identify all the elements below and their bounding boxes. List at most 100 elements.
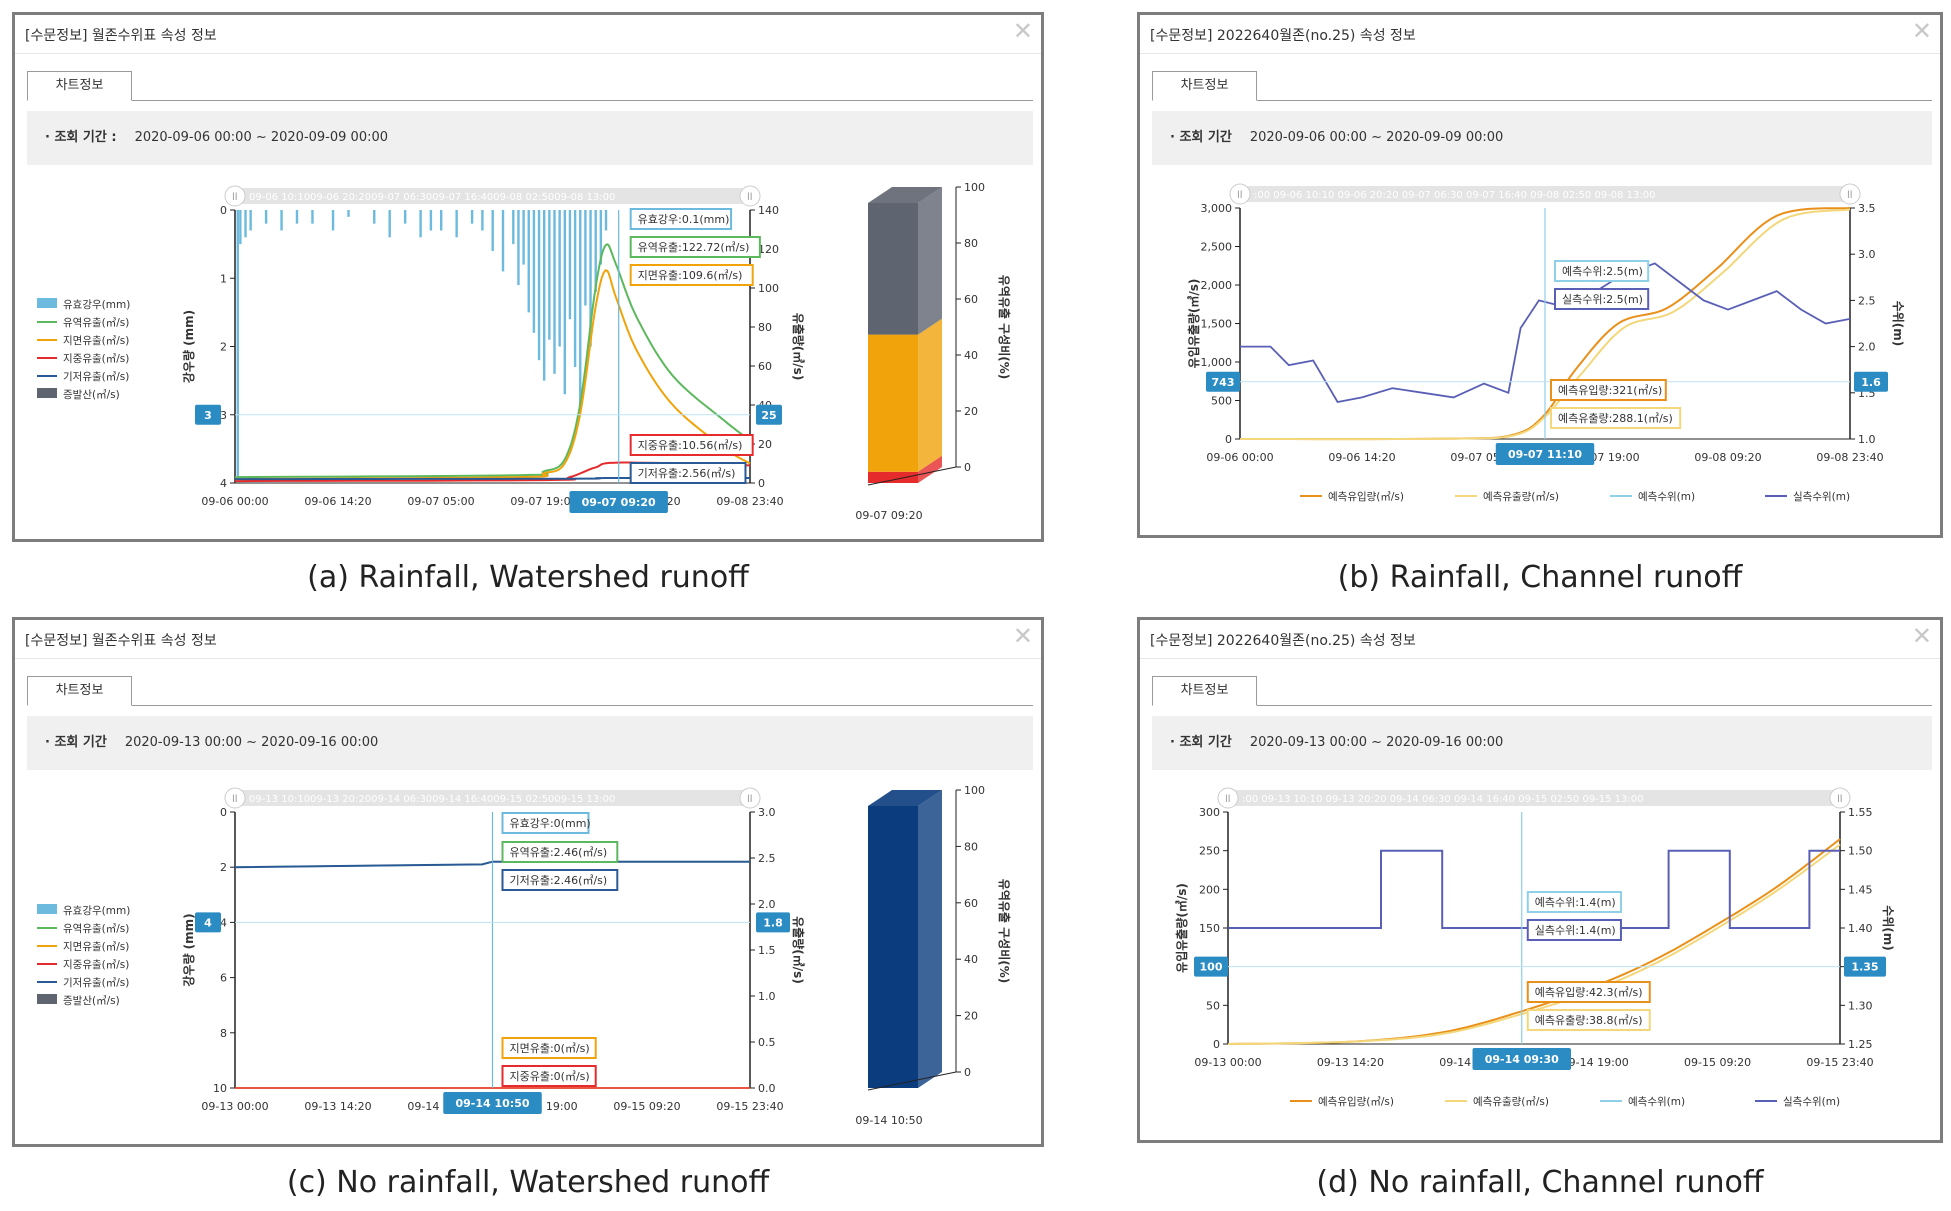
- tab-chart-info[interactable]: 차트정보: [1152, 676, 1257, 706]
- composition-axis-label: 유역유출 구성비(%): [997, 275, 1012, 379]
- tooltip-text: 지면유출:0(㎥/s): [510, 1042, 590, 1055]
- rain-bar: [517, 210, 520, 286]
- rain-bar: [599, 210, 603, 265]
- x-tick-label: 09-14 19:00: [1562, 1056, 1629, 1069]
- rain-bar: [419, 210, 422, 238]
- x-tick-label: 09-08 23:40: [1816, 451, 1883, 464]
- close-icon[interactable]: ✕: [1012, 17, 1033, 45]
- legend-swatch: [37, 994, 57, 1004]
- cursor-time-label: 09-07 09:20: [582, 496, 656, 509]
- y-right-label: 수위(m): [1891, 301, 1905, 347]
- tooltip-text: 지중유출:0(㎥/s): [510, 1070, 590, 1083]
- y-right-tick-label: 2.0: [1858, 341, 1876, 354]
- composition-tick-label: 100: [964, 181, 985, 194]
- cursor-time-label: 09-14 10:50: [455, 1097, 529, 1110]
- tooltip-box: [501, 1037, 597, 1059]
- y-left-tick-label: 4: [220, 477, 227, 490]
- composition-axis-label: 유역유출 구성비(%): [997, 879, 1012, 983]
- rain-bar: [295, 210, 299, 224]
- composition-tick-label: 40: [964, 349, 978, 362]
- rain-bar: [604, 210, 608, 231]
- tab-chart-info[interactable]: 차트정보: [27, 676, 132, 706]
- axis-badge: [1854, 371, 1888, 392]
- axis-badge-label: 25: [761, 409, 776, 422]
- navigator-labels: 09-06 10:1009-06 20:2009-07 06:3009-07 1…: [249, 192, 615, 203]
- y-right-tick-label: 1.55: [1848, 806, 1873, 819]
- y-left-tick-label: 10: [213, 1082, 227, 1095]
- tooltip-box: [1550, 407, 1682, 429]
- close-icon[interactable]: ✕: [1012, 622, 1033, 650]
- rain-bar: [584, 210, 587, 306]
- y-right-tick-label: 1.45: [1848, 883, 1873, 896]
- rain-bar: [553, 210, 556, 374]
- x-tick-label: 09-06 14:20: [1328, 451, 1395, 464]
- y-right-tick-label: 80: [758, 321, 772, 334]
- composition-x-label: 09-07 09:20: [855, 509, 922, 522]
- rain-bar: [501, 210, 505, 272]
- query-label: · 조회 기간: [45, 735, 107, 750]
- composition-bar-segment: [868, 203, 918, 335]
- navigator-right-handle: [739, 185, 761, 207]
- y-left-label: 강우량 (mm): [182, 913, 196, 986]
- query-period: · 조회 기간 2020-09-13 00:00 ~ 2020-09-16 00:…: [27, 716, 1033, 770]
- y-right-tick-label: 2.0: [758, 898, 776, 911]
- rain-bar: [568, 210, 572, 320]
- composition-tick-label: 60: [964, 897, 978, 910]
- y-right-tick-label: 0.5: [758, 1036, 776, 1049]
- y-right-label: 유출량(㎥/s): [791, 313, 806, 381]
- navigator-handle-grip: ll: [1847, 190, 1853, 201]
- y-left-tick-label: 250: [1199, 845, 1220, 858]
- x-tick-label: 09-06 14:20: [304, 495, 371, 508]
- y-left-tick-label: 0: [220, 806, 227, 819]
- composition-bar-top: [868, 187, 942, 203]
- legend-label: 예측유출량(㎥/s): [1483, 490, 1559, 503]
- tooltip-text: 예측유입량:42.3(㎥/s): [1535, 986, 1643, 999]
- tooltip-text: 예측유출량:288.1(㎥/s): [1558, 412, 1673, 425]
- chart-a: 09-06 10:1009-06 20:2009-07 06:3009-07 1…: [37, 181, 1012, 522]
- y-right-tick-label: 140: [758, 204, 779, 217]
- y-right-label: 유출량(㎥/s): [791, 916, 806, 984]
- rain-bar: [388, 210, 391, 238]
- panel-title: [수문정보] 월존수위표 속성 정보: [25, 28, 217, 44]
- tab-chart-info[interactable]: 차트정보: [27, 71, 132, 101]
- legend-label: 지면유출(㎥/s): [63, 940, 129, 953]
- tooltip-box: [501, 841, 619, 863]
- close-icon[interactable]: ✕: [1911, 17, 1932, 45]
- navigator-bar: [235, 790, 750, 806]
- tooltip-text: 유역유출:122.72(㎥/s): [638, 241, 750, 254]
- close-icon[interactable]: ✕: [1911, 622, 1932, 650]
- composition-bar-segment: [868, 806, 918, 1088]
- caption-b: (b) Rainfall, Channel runoff: [1337, 560, 1743, 595]
- navigator-left-handle: [1229, 183, 1251, 205]
- x-tick-label: 09-15 23:40: [1806, 1056, 1873, 1069]
- composition-bar-top: [868, 790, 942, 806]
- rain-bar: [563, 210, 566, 395]
- x-tick-label: 09-07 19:00: [510, 495, 577, 508]
- composition-tick-label: 20: [964, 1010, 978, 1023]
- panel-c: [수문정보] 월존수위표 속성 정보 ✕ 차트정보 · 조회 기간 2020-09…: [12, 617, 1044, 1147]
- tooltip-box: [501, 812, 590, 834]
- y-left-tick-label: 1: [220, 272, 227, 285]
- query-period: · 조회 기간 2020-09-06 00:00 ~ 2020-09-09 00:…: [1152, 111, 1932, 165]
- rain-bar: [548, 210, 551, 340]
- navigator-handle-grip: ll: [1237, 190, 1243, 201]
- tab-chart-info[interactable]: 차트정보: [1152, 71, 1257, 101]
- composition-x-label: 09-14 10:50: [855, 1114, 922, 1127]
- rain-bar: [249, 210, 252, 231]
- rain-bar: [264, 210, 268, 224]
- y-right-tick-label: 2.5: [758, 852, 776, 865]
- y-left-tick-label: 500: [1211, 395, 1232, 408]
- navigator-handle-grip: ll: [747, 192, 753, 203]
- composition-base: [867, 466, 957, 486]
- y-right-tick-label: 3.0: [758, 806, 776, 819]
- caption-a: (a) Rainfall, Watershed runoff: [307, 560, 749, 595]
- y-left-tick-label: 8: [220, 1027, 227, 1040]
- composition-tick-label: 40: [964, 953, 978, 966]
- navigator-labels: :00 09-13 10:10 09-13 20:20 09-14 06:30 …: [1242, 794, 1644, 805]
- tooltip-text: 지중유출:10.56(㎥/s): [638, 439, 743, 452]
- query-value: 2020-09-06 00:00 ~ 2020-09-09 00:00: [1249, 130, 1504, 145]
- rain-bar: [347, 210, 350, 217]
- navigator-bar: [235, 188, 750, 204]
- tooltip-text: 기저유출:2.46(㎥/s): [510, 874, 608, 887]
- legend-label: 유효강우(mm): [63, 299, 130, 311]
